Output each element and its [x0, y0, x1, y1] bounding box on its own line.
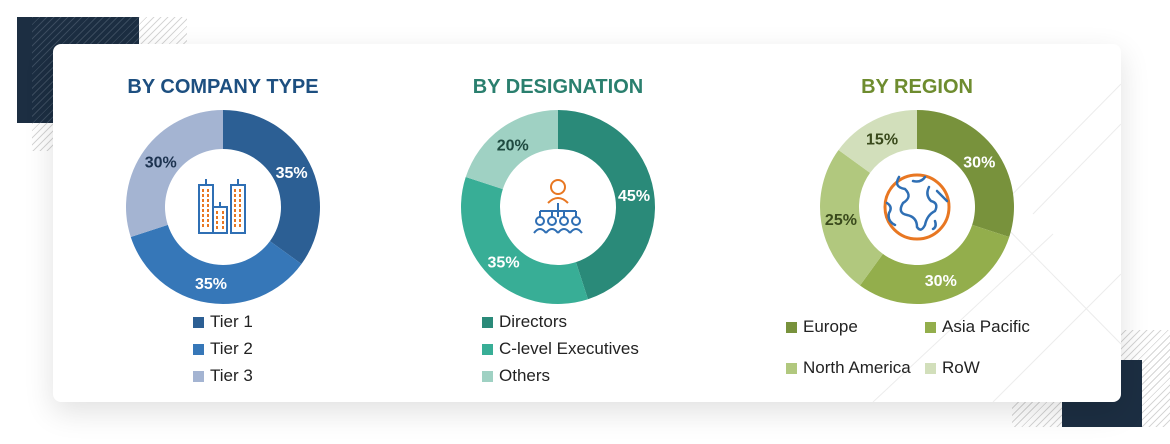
data-label: 30% [145, 155, 177, 172]
legend-item-tier-3: Tier 3 [193, 366, 253, 386]
data-label: 35% [488, 254, 520, 271]
data-label: 35% [195, 276, 227, 293]
legend-label: Directors [499, 312, 568, 331]
chart-title-company-type: BY COMPANY TYPE [127, 76, 319, 98]
legend-label: Tier 1 [210, 312, 253, 331]
data-label: 15% [866, 131, 898, 148]
legend-label: Tier 3 [210, 366, 253, 385]
legend-swatch [925, 321, 936, 333]
data-label: 30% [925, 273, 957, 290]
org-hierarchy-icon [533, 179, 583, 234]
legend-swatch [193, 370, 204, 382]
donut-slice-tier-3 [125, 110, 223, 237]
legend-label: Others [499, 366, 551, 385]
legend-swatch [482, 370, 493, 382]
globe-icon [883, 173, 951, 241]
legend-item-row: RoW [925, 358, 980, 378]
legend-swatch [925, 362, 936, 374]
legend-label: North America [803, 358, 911, 377]
legend-label: RoW [942, 358, 980, 377]
donut-slice-directors [558, 110, 655, 300]
legend-swatch [193, 316, 204, 328]
data-label: 30% [963, 155, 995, 172]
donut-charts: 35% 35% 30% 45% 35% 20% 30% 30% 25% 15% [125, 110, 1014, 305]
legend-label: C-level Executives [499, 339, 639, 358]
legend-label: Europe [803, 317, 858, 336]
donut-slice-tier-2 [130, 224, 302, 304]
legend-item-asia-pacific: Asia Pacific [925, 317, 1030, 337]
donut-slice-north-america [819, 149, 883, 286]
legend-label: Asia Pacific [942, 317, 1030, 336]
legend-label: Tier 2 [210, 339, 253, 358]
legend-item-north-america: North America [786, 358, 911, 378]
chart-title-designation: BY DESIGNATION [472, 76, 644, 98]
data-label: 25% [825, 212, 857, 229]
legend-swatch [786, 321, 797, 333]
donut-slice-asia-pacific [859, 224, 1010, 305]
data-label: 45% [618, 188, 650, 205]
legend-swatch [786, 362, 797, 374]
donut-slice-row [838, 110, 917, 173]
legend-item-others: Others [482, 366, 550, 386]
legend-item-directors: Directors [482, 312, 567, 332]
office-buildings-icon [198, 179, 246, 234]
legend-item-tier-1: Tier 1 [193, 312, 253, 332]
legend-swatch [482, 343, 493, 355]
decor-hatch-left [32, 123, 53, 151]
legend-swatch [482, 316, 493, 328]
legend-item-tier-2: Tier 2 [193, 339, 253, 359]
legend-item-c-level: C-level Executives [482, 339, 639, 359]
data-label: 20% [497, 138, 529, 155]
donut-slice-c-level-executives [461, 177, 588, 304]
decor-hatch-top [139, 17, 187, 44]
donut-slice-europe [917, 110, 1014, 237]
legend-item-europe: Europe [786, 317, 858, 337]
chart-title-region: BY REGION [861, 76, 973, 98]
donut-slice-others [465, 110, 558, 190]
data-label: 35% [276, 165, 308, 182]
donut-slice-tier-1 [223, 110, 320, 265]
infographic-card: BY COMPANY TYPE BY DESIGNATION BY REGION… [53, 44, 1121, 402]
legend-swatch [193, 343, 204, 355]
